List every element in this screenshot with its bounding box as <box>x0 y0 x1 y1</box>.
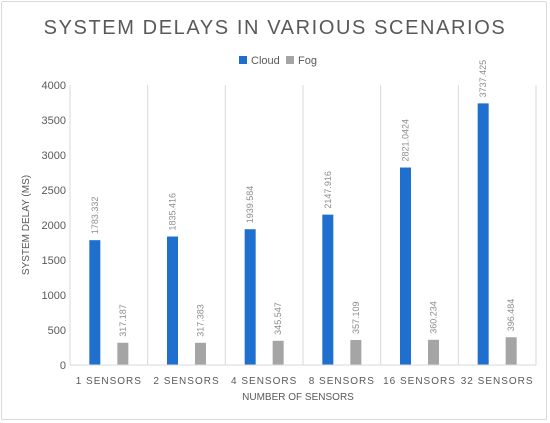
y-axis-ticks: 0 500 1000 1500 2000 2500 3000 3500 4000 <box>42 80 66 372</box>
data-label-fog: 317.187 <box>118 304 128 337</box>
y-tick-label: 1000 <box>42 290 66 302</box>
y-tick-label: 2500 <box>42 185 66 197</box>
x-category-label: 1 SENSORS <box>76 376 142 387</box>
bar-fog <box>117 342 129 365</box>
legend: Cloud Fog <box>239 55 317 67</box>
data-label-fog: 345.547 <box>273 302 283 335</box>
data-label-fog: 396.484 <box>506 299 516 332</box>
data-label-fog: 357.109 <box>351 301 361 334</box>
x-category-label: 16 SENSORS <box>383 376 456 387</box>
bar-cloud <box>477 103 489 365</box>
y-axis-title: SYSTEM DELAY (MS) <box>21 175 32 275</box>
bar-cloud <box>322 214 334 365</box>
legend-swatch-fog <box>286 56 294 64</box>
legend-label-fog: Fog <box>298 55 317 67</box>
bar-fog <box>505 337 517 365</box>
category-gridlines <box>69 85 537 365</box>
y-tick-label: 0 <box>60 360 66 372</box>
data-label-cloud: 2147.916 <box>323 171 333 209</box>
x-axis-title: NUMBER OF SENSORS <box>242 392 354 403</box>
legend-swatch-cloud <box>239 56 247 64</box>
x-category-label: 8 SENSORS <box>309 376 375 387</box>
x-category-label: 32 SENSORS <box>461 376 534 387</box>
y-tick-label: 500 <box>48 325 66 337</box>
bar-fog <box>428 339 439 365</box>
y-tick-label: 4000 <box>42 80 66 92</box>
x-category-label: 4 SENSORS <box>231 376 297 387</box>
data-label-cloud: 1939.584 <box>245 186 255 224</box>
bar-cloud <box>244 229 256 365</box>
x-axis-categories: 1 SENSORS 2 SENSORS 4 SENSORS 8 SENSORS 16 S… <box>76 376 534 387</box>
y-tick-label: 2000 <box>42 220 66 232</box>
bar-fog <box>272 340 284 365</box>
bar-fog <box>195 342 206 365</box>
data-label-fog: 360.234 <box>429 301 439 334</box>
legend-label-cloud: Cloud <box>251 55 280 67</box>
bar-cloud <box>167 236 178 365</box>
data-label-cloud: 3737.425 <box>478 60 488 98</box>
y-tick-label: 3500 <box>42 115 66 127</box>
y-tick-label: 3000 <box>42 150 66 162</box>
data-label-cloud: 2821.0424 <box>401 119 411 162</box>
bar-cloud <box>400 167 411 365</box>
chart-title: SYSTEM DELAYS IN VARIOUS SCENARIOS <box>44 17 507 39</box>
data-labels: 1783.332 1835.416 1939.584 2147.916 2821.042… <box>90 60 516 337</box>
bar-cloud <box>89 240 101 365</box>
y-tick-label: 1500 <box>42 255 66 267</box>
data-label-cloud: 1835.416 <box>168 193 178 231</box>
bars <box>89 103 517 365</box>
data-label-cloud: 1783.332 <box>90 197 100 235</box>
bar-fog <box>350 340 362 365</box>
data-label-fog: 317.383 <box>196 304 206 337</box>
x-category-label: 2 SENSORS <box>153 376 219 387</box>
